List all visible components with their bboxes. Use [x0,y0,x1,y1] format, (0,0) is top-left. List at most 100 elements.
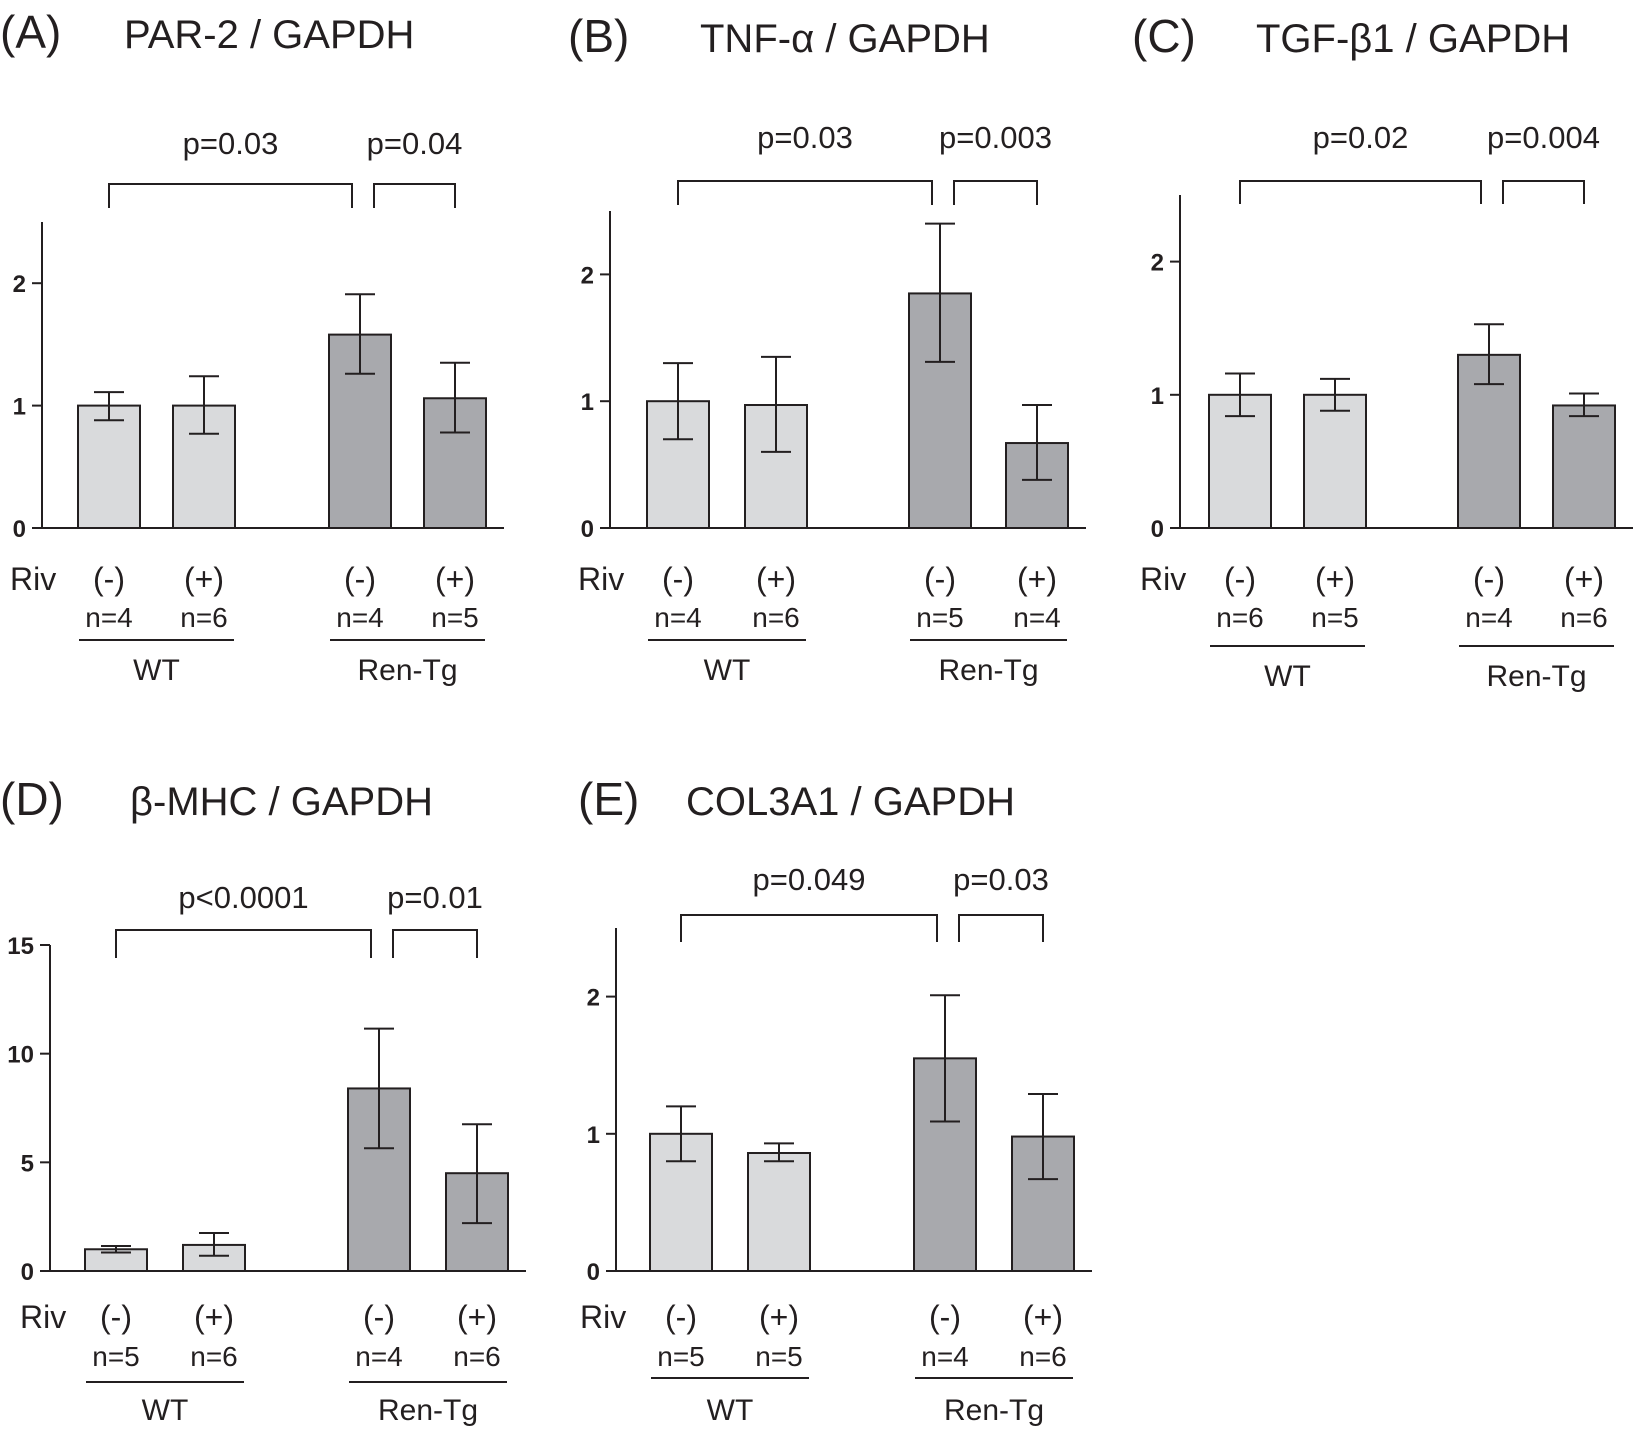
n-label: n=5 [916,602,964,633]
p-value-label: p=0.03 [183,126,279,161]
significance-bracket [108,183,353,208]
y-tick-label: 1 [587,1122,600,1149]
riv-label: (-) [93,561,125,597]
n-label: n=5 [657,1341,705,1372]
significance-bracket [677,180,933,205]
p-value-label: p=0.03 [757,120,853,155]
chart-title: TGF-β1 / GAPDH [1256,17,1570,61]
group-label: WT [133,654,180,687]
y-tick-label: 2 [587,985,600,1012]
significance-bracket [115,929,372,958]
riv-label: (-) [100,1299,132,1335]
significance-bracket [1239,180,1482,204]
panel-label: (B) [568,10,629,62]
y-tick-label: 2 [581,262,594,289]
bar [1552,404,1616,529]
group-label: Ren-Tg [378,1394,478,1427]
significance-bracket [392,929,478,958]
riv-label: (-) [344,561,376,597]
chart-title: COL3A1 / GAPDH [686,780,1015,824]
riv-label: (+) [1017,561,1057,597]
significance-bracket [373,183,456,208]
panel-b: (B) TNF-α / GAPDH 0 1 2 (-) n=4 (+) n=6 (-) n=5 (+)… [568,10,1086,687]
n-label: n=6 [453,1341,501,1372]
n-label: n=4 [355,1341,403,1372]
p-value-label: p<0.0001 [178,880,308,915]
n-label: n=5 [755,1341,803,1372]
riv-label: (+) [1564,561,1604,597]
panel-e: (E) COL3A1 / GAPDH 0 1 2 (-) n=5 (+) n=5 (-) n=4 (+… [578,773,1092,1427]
riv-row-label: Riv [578,561,624,597]
n-label: n=5 [431,602,479,633]
bar [77,404,141,530]
n-label: n=4 [1013,602,1061,633]
n-label: n=5 [1311,602,1359,633]
n-label: n=6 [180,602,228,633]
y-tick-label: 0 [587,1259,600,1286]
panel-a: (A) PAR-2 / GAPDH 0 1 2 (-) n=4 (+) n=6 (-) n=4 (+)… [0,6,504,687]
y-tick-label: 1 [13,394,26,421]
y-tick-label: 1 [581,389,594,416]
p-value-label: p=0.03 [953,862,1049,897]
y-tick-label: 2 [1151,250,1164,277]
riv-row-label: Riv [1140,561,1186,597]
riv-label: (-) [1224,561,1256,597]
panel-d: (D) β-MHC / GAPDH 0 5 10 15 (-) n=5 (+) n=6 (-) n=4… [0,773,526,1427]
riv-row-label: Riv [20,1299,66,1335]
group-label: WT [142,1394,189,1427]
panel-label: (E) [578,773,639,825]
panel-label: (C) [1132,10,1196,62]
group-label: WT [1264,660,1311,693]
riv-label: (+) [435,561,475,597]
panel-label: (A) [0,6,61,58]
riv-row-label: Riv [10,561,56,597]
riv-row-label: Riv [580,1299,626,1335]
n-label: n=5 [92,1341,140,1372]
bar [1303,393,1367,529]
riv-label: (+) [756,561,796,597]
group-label: Ren-Tg [357,654,457,687]
riv-label: (+) [1315,561,1355,597]
n-label: n=6 [1216,602,1264,633]
riv-label: (+) [184,561,224,597]
riv-label: (-) [662,561,694,597]
riv-label: (-) [1473,561,1505,597]
n-label: n=4 [1465,602,1513,633]
group-label: Ren-Tg [938,654,1038,687]
riv-label: (+) [457,1299,497,1335]
significance-bracket [680,914,938,942]
y-tick-label: 1 [1151,383,1164,410]
y-tick-label: 2 [13,271,26,298]
n-label: n=6 [1560,602,1608,633]
significance-bracket [1502,180,1585,204]
n-label: n=4 [85,602,133,633]
y-tick-label: 0 [1151,516,1164,543]
chart-title: β-MHC / GAPDH [130,780,433,824]
group-label: Ren-Tg [1486,660,1586,693]
y-tick-label: 10 [7,1042,34,1069]
riv-label: (-) [924,561,956,597]
chart-title: PAR-2 / GAPDH [124,13,414,57]
panel-c: (C) TGF-β1 / GAPDH 0 1 2 (-) n=6 (+) n=5 (-) n=4 (+… [1132,10,1633,693]
n-label: n=6 [1019,1341,1067,1372]
y-tick-label: 15 [7,933,34,960]
chart-title: TNF-α / GAPDH [700,17,990,61]
bar [747,1152,811,1273]
y-tick-label: 0 [13,516,26,543]
riv-label: (+) [194,1299,234,1335]
y-tick-label: 0 [21,1259,34,1286]
p-value-label: p=0.02 [1313,120,1409,155]
y-tick-label: 5 [21,1150,34,1177]
p-value-label: p=0.049 [753,862,866,897]
n-label: n=4 [921,1341,969,1372]
p-value-label: p=0.04 [367,126,463,161]
p-value-label: p=0.004 [1487,120,1600,155]
y-tick-label: 0 [581,516,594,543]
riv-label: (-) [929,1299,961,1335]
group-label: Ren-Tg [944,1394,1044,1427]
n-label: n=6 [190,1341,238,1372]
riv-label: (-) [665,1299,697,1335]
panel-label: (D) [0,773,64,825]
